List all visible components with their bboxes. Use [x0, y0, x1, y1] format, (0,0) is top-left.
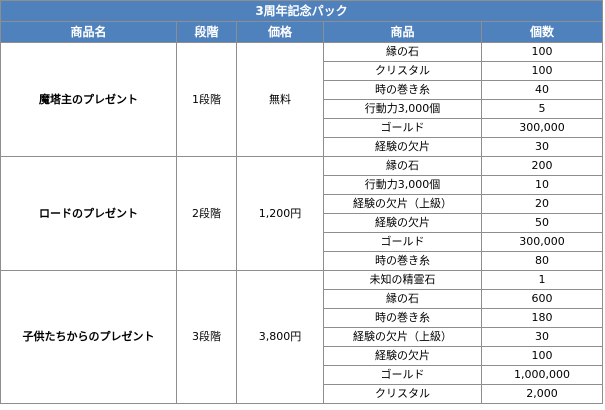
item-quantity-cell: 1 — [481, 270, 603, 290]
item-name-cell: ゴールド — [323, 118, 482, 138]
item-name-cell: ゴールド — [323, 232, 482, 252]
header-item: 商品 — [323, 21, 482, 43]
pack-name-cell: 魔塔主のプレゼント — [0, 42, 177, 157]
item-name-cell: 行動力3,000個 — [323, 99, 482, 119]
item-quantity-cell: 100 — [481, 42, 603, 62]
table-row: クリスタル 2,000 — [1, 384, 603, 404]
item-name-cell: ゴールド — [323, 365, 482, 385]
item-quantity-cell: 2,000 — [481, 384, 603, 404]
item-quantity-cell: 100 — [481, 61, 603, 81]
table-row: 時の巻き糸 180 — [1, 308, 603, 328]
table-row: 経験の欠片 100 — [1, 346, 603, 366]
item-quantity-cell: 100 — [481, 346, 603, 366]
table-title: 3周年記念パック — [0, 0, 603, 22]
table-row: ゴールド 300,000 — [1, 232, 603, 252]
item-quantity-cell: 5 — [481, 99, 603, 119]
table-row: ゴールド 1,000,000 — [1, 365, 603, 385]
item-quantity-cell: 20 — [481, 194, 603, 214]
table-row: 行動力3,000個 10 — [1, 175, 603, 195]
header-price: 価格 — [236, 21, 324, 43]
pack-stage-cell: 1段階 — [176, 42, 237, 157]
item-name-cell: 縁の石 — [323, 289, 482, 309]
table-row: ゴールド 300,000 — [1, 118, 603, 138]
table-row: 行動力3,000個 5 — [1, 99, 603, 119]
item-quantity-cell: 600 — [481, 289, 603, 309]
pack-stage-cell: 3段階 — [176, 270, 237, 404]
item-quantity-cell: 30 — [481, 137, 603, 157]
table-row: 縁の石 600 — [1, 289, 603, 309]
item-name-cell: 経験の欠片 — [323, 346, 482, 366]
table-row: 魔塔主のプレゼント 1段階 無料 縁の石 100 — [0, 42, 603, 157]
table-body: 魔塔主のプレゼント 1段階 無料 縁の石 100 クリスタル 100 時の巻き糸 40 行動力3,… — [0, 42, 603, 404]
item-quantity-cell: 10 — [481, 175, 603, 195]
item-quantity-cell: 50 — [481, 213, 603, 233]
item-name-cell: クリスタル — [323, 61, 482, 81]
item-name-cell: 時の巻き糸 — [323, 308, 482, 328]
pack-name-cell: ロードのプレゼント — [0, 156, 177, 271]
item-name-cell: クリスタル — [323, 384, 482, 404]
item-name-cell: 経験の欠片 — [323, 137, 482, 157]
table-row: 経験の欠片（上級） 30 — [1, 327, 603, 347]
header-stage: 段階 — [176, 21, 237, 43]
item-quantity-cell: 200 — [481, 156, 603, 176]
item-quantity-cell: 300,000 — [481, 118, 603, 138]
item-name-cell: 時の巻き糸 — [323, 251, 482, 271]
header-quantity: 個数 — [481, 21, 603, 43]
table-row: ロードのプレゼント 2段階 1,200円 縁の石 200 — [0, 156, 603, 271]
table-row: 経験の欠片 30 — [1, 137, 603, 157]
item-name-cell: 行動力3,000個 — [323, 175, 482, 195]
item-name-cell: 経験の欠片（上級） — [323, 327, 482, 347]
item-quantity-cell: 30 — [481, 327, 603, 347]
pack-price-cell: 3,800円 — [236, 270, 324, 404]
header-product-name: 商品名 — [0, 21, 177, 43]
item-name-cell: 縁の石 — [323, 156, 482, 176]
table-row: 子供たちからのプレゼント 3段階 3,800円 未知の精霊石 1 — [0, 270, 603, 404]
pack-price-cell: 無料 — [236, 42, 324, 157]
item-name-cell: 未知の精霊石 — [323, 270, 482, 290]
item-name-cell: 経験の欠片（上級） — [323, 194, 482, 214]
item-name-cell: 経験の欠片 — [323, 213, 482, 233]
pack-price-cell: 1,200円 — [236, 156, 324, 271]
item-quantity-cell: 1,000,000 — [481, 365, 603, 385]
item-quantity-cell: 80 — [481, 251, 603, 271]
item-quantity-cell: 300,000 — [481, 232, 603, 252]
pack-stage-cell: 2段階 — [176, 156, 237, 271]
pack-name-cell: 子供たちからのプレゼント — [0, 270, 177, 404]
item-name-cell: 縁の石 — [323, 42, 482, 62]
item-quantity-cell: 180 — [481, 308, 603, 328]
item-quantity-cell: 40 — [481, 80, 603, 100]
item-name-cell: 時の巻き糸 — [323, 80, 482, 100]
